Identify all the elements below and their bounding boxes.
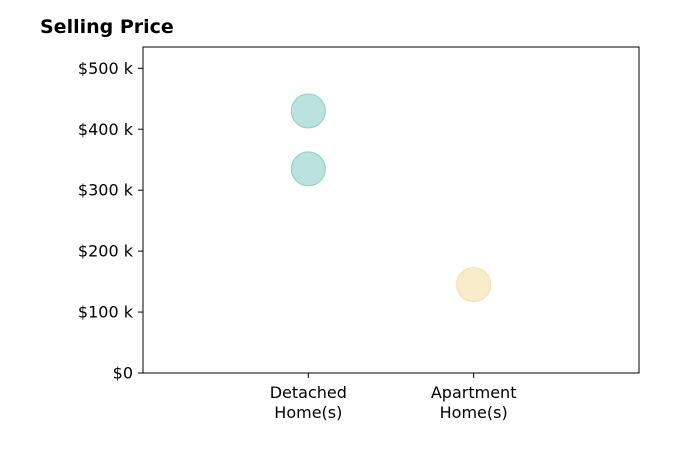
y-tick-label: $400 k (78, 120, 134, 139)
y-tick-label: $100 k (78, 303, 134, 322)
x-tick-label: Apartment Home(s) (431, 383, 517, 422)
y-tick-label: $200 k (78, 242, 134, 261)
x-axis: Detached Home(s) Apartment Home(s) (270, 373, 517, 422)
chart-title: Selling Price (40, 16, 174, 38)
y-tick-label: $0 (113, 364, 133, 383)
y-axis: $0 $100 k $200 k $300 k $400 k $500 k (78, 59, 143, 383)
data-point (290, 93, 326, 129)
data-point (290, 151, 326, 187)
data-point (456, 267, 492, 303)
data-points (290, 93, 492, 303)
y-tick-label: $500 k (78, 59, 134, 78)
plot-area-frame (142, 46, 640, 374)
y-tick-label: $300 k (78, 181, 134, 200)
x-tick-label: Detached Home(s) (270, 383, 347, 422)
